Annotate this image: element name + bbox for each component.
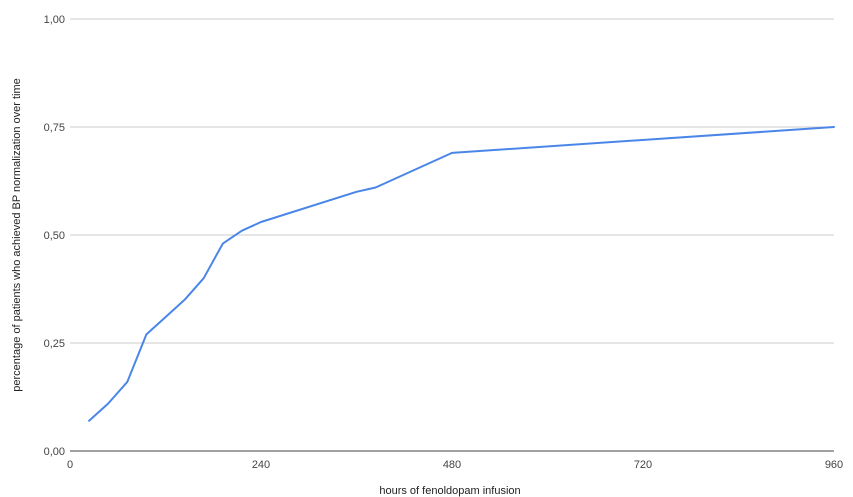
gridlines bbox=[70, 18, 834, 452]
y-tick-label: 0,00 bbox=[44, 446, 65, 458]
y-axis-title: percentage of patients who achieved BP n… bbox=[11, 78, 23, 391]
y-tick-label: 1,00 bbox=[44, 14, 65, 26]
x-tick-label: 240 bbox=[252, 459, 270, 471]
y-tick-label: 0,75 bbox=[44, 122, 65, 134]
x-axis-title: hours of fenoldopam infusion bbox=[379, 485, 520, 497]
x-tick-label: 480 bbox=[443, 459, 461, 471]
y-tick-label: 0,25 bbox=[44, 338, 65, 350]
series-line bbox=[88, 126, 835, 422]
y-tick-label: 0,50 bbox=[44, 230, 65, 242]
x-tick-label: 960 bbox=[825, 459, 843, 471]
x-axis-ticks: 0 240 480 720 960 bbox=[67, 459, 843, 471]
y-axis-ticks: 0,00 0,25 0,50 0,75 1,00 bbox=[44, 14, 65, 458]
x-tick-label: 720 bbox=[634, 459, 652, 471]
x-tick-label: 0 bbox=[67, 459, 73, 471]
